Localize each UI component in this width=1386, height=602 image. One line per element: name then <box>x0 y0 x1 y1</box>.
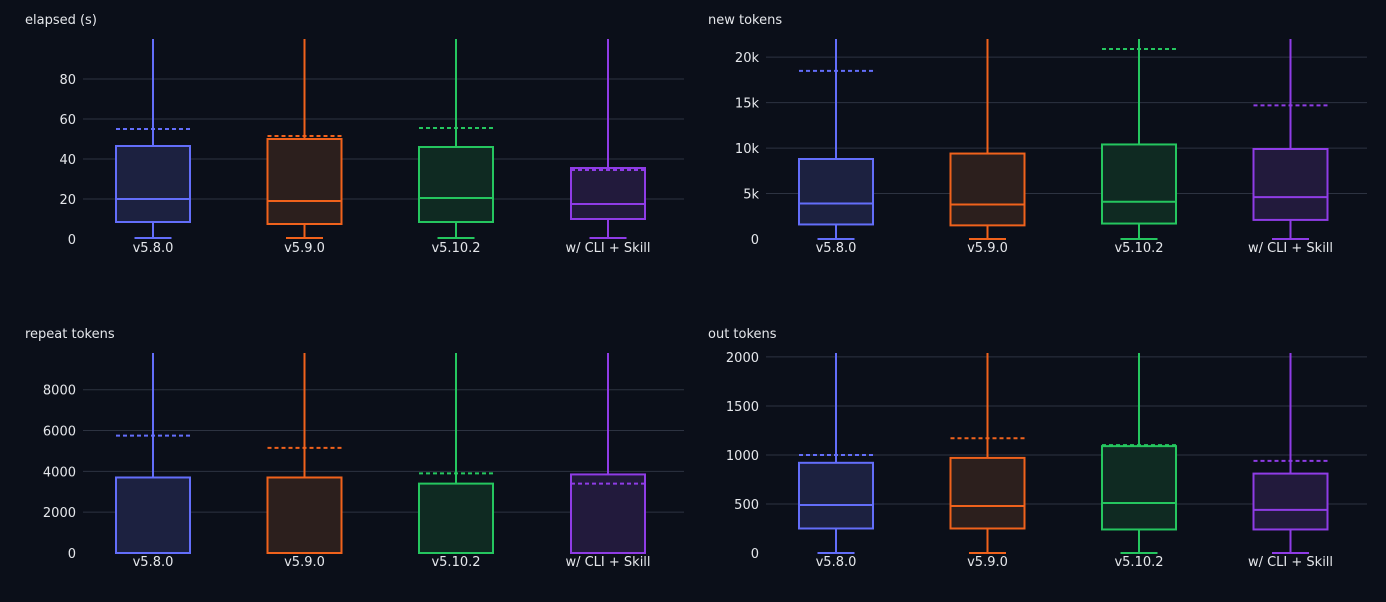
y-tick-label: 4000 <box>43 465 76 480</box>
y-tick-label: 2000 <box>726 351 759 366</box>
y-tick-label: 20 <box>59 193 76 208</box>
y-tick-label: 0 <box>68 233 76 248</box>
iqr-box <box>798 158 874 226</box>
iqr-box <box>418 482 494 554</box>
y-tick-label: 2000 <box>43 506 76 521</box>
x-tick-label: v5.10.2 <box>1114 555 1163 570</box>
y-tick-label: 500 <box>734 498 759 513</box>
iqr-box <box>418 146 494 223</box>
box-v5-10-2 <box>418 39 494 239</box>
box-v5-9-0 <box>266 39 343 239</box>
chart-panel-1: elapsed (s) 0 20 40 60 80 v5.8.0 v5.9.0 v5.10.2 w… <box>25 13 684 256</box>
y-tick-label: 6000 <box>43 425 76 440</box>
iqr-box <box>570 473 646 554</box>
y-tick-label: 8000 <box>43 384 76 399</box>
box-v5-9-0 <box>266 353 343 555</box>
chart-panel-4: out tokens 0 500 1000 1500 2000 v5.8.0 v5.9.0 v5… <box>708 327 1367 570</box>
iqr-box <box>949 456 1026 530</box>
x-tick-label: v5.10.2 <box>431 241 480 256</box>
chart-title: out tokens <box>708 327 777 342</box>
y-tick-label: 80 <box>59 73 76 88</box>
iqr-box <box>949 152 1026 227</box>
x-tick-label: v5.9.0 <box>284 241 325 256</box>
y-tick-label: 0 <box>751 547 759 562</box>
chart-title: elapsed (s) <box>25 13 97 28</box>
iqr-box <box>798 461 874 530</box>
y-tick-label: 15k <box>735 97 760 112</box>
x-tick-label: w/ CLI + Skill <box>565 241 650 256</box>
x-tick-label: v5.8.0 <box>816 241 857 256</box>
chart-title: repeat tokens <box>25 327 115 342</box>
x-tick-label: w/ CLI + Skill <box>565 555 650 570</box>
box-v5-9-0 <box>949 39 1026 240</box>
box-w-cli-skill <box>1252 353 1329 554</box>
x-tick-label: w/ CLI + Skill <box>1248 555 1333 570</box>
box-w-cli-skill <box>570 39 646 239</box>
y-tick-label: 40 <box>59 153 76 168</box>
iqr-box <box>115 145 191 223</box>
y-tick-label: 1000 <box>726 449 759 464</box>
box-w-cli-skill <box>570 353 646 554</box>
box-v5-10-2 <box>418 353 494 554</box>
y-tick-label: 10k <box>735 142 760 157</box>
iqr-box <box>1252 472 1329 531</box>
chart-title: new tokens <box>708 13 782 28</box>
y-tick-label: 20k <box>735 51 760 66</box>
x-tick-label: v5.8.0 <box>816 555 857 570</box>
y-tick-label: 0 <box>68 547 76 562</box>
y-tick-label: 0 <box>751 233 759 248</box>
y-tick-label: 1500 <box>726 400 759 415</box>
x-tick-label: w/ CLI + Skill <box>1248 241 1333 256</box>
box-v5-10-2 <box>1101 353 1177 554</box>
box-w-cli-skill <box>1252 39 1329 240</box>
box-v5-8-0 <box>115 39 191 239</box>
x-tick-label: v5.9.0 <box>967 241 1008 256</box>
chart-panel-3: repeat tokens 0 2000 4000 6000 8000 v5.8.0 v5.9… <box>25 327 684 570</box>
y-tick-label: 5k <box>743 188 759 203</box>
box-v5-8-0 <box>115 353 191 555</box>
x-tick-label: v5.8.0 <box>133 555 174 570</box>
iqr-box <box>266 476 343 555</box>
box-v5-8-0 <box>798 353 874 554</box>
iqr-box <box>1101 445 1177 531</box>
x-tick-label: v5.9.0 <box>967 555 1008 570</box>
box-v5-10-2 <box>1101 39 1177 240</box>
iqr-box <box>115 476 191 555</box>
iqr-box <box>1252 148 1329 221</box>
box-v5-8-0 <box>798 39 874 240</box>
x-tick-label: v5.10.2 <box>431 555 480 570</box>
iqr-box <box>570 167 646 220</box>
box-v5-9-0 <box>949 353 1026 554</box>
iqr-box <box>1101 143 1177 225</box>
x-tick-label: v5.10.2 <box>1114 241 1163 256</box>
x-tick-label: v5.8.0 <box>133 241 174 256</box>
iqr-box <box>266 138 343 225</box>
chart-panel-2: new tokens 0 5k 10k 15k 20k v5.8.0 v5.9.0 v5.10.… <box>708 13 1367 256</box>
y-tick-label: 60 <box>59 113 76 128</box>
x-tick-label: v5.9.0 <box>284 555 325 570</box>
